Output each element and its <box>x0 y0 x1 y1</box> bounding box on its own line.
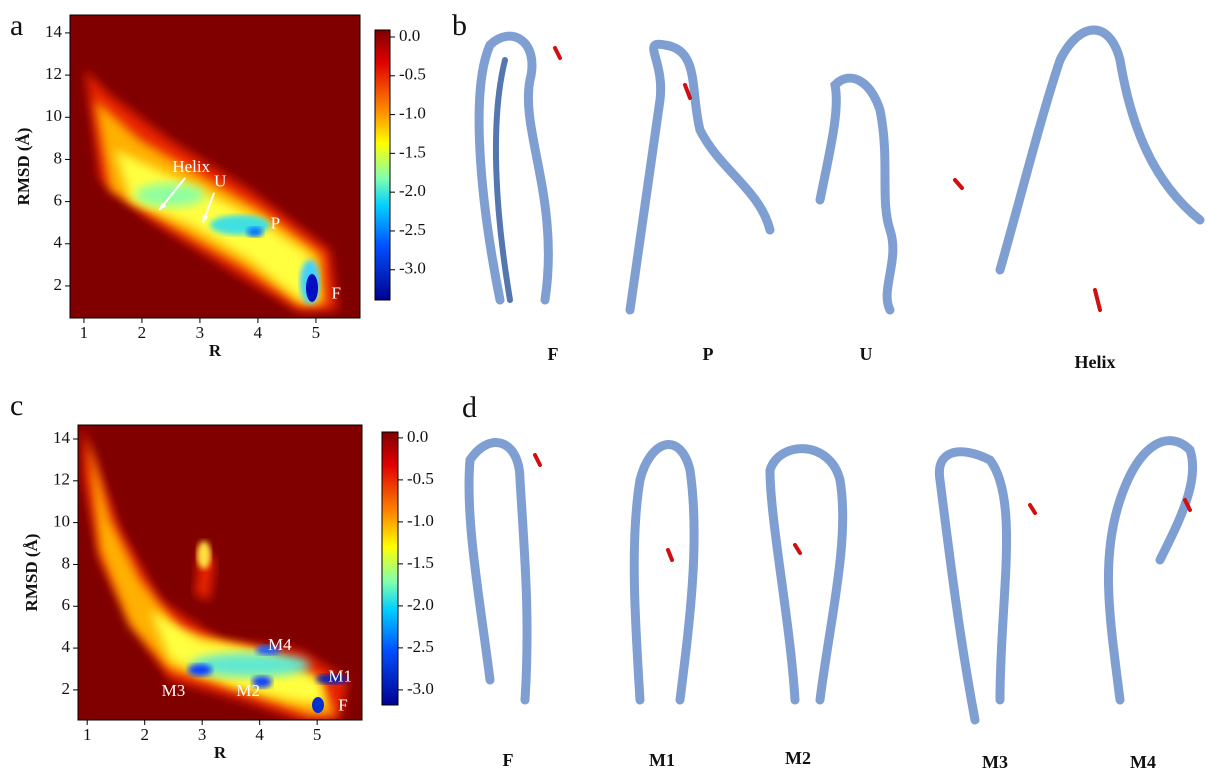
colorbar-tick-label: -2.5 <box>407 637 434 656</box>
colorbar-tick-label: -1.0 <box>407 511 434 530</box>
structure-label: U <box>860 344 873 364</box>
y-tick-label: 14 <box>45 22 63 41</box>
colorbar-tick-label: -0.5 <box>399 65 426 84</box>
colorbar-tick-label: -1.5 <box>407 553 434 572</box>
structure-illustrations <box>469 30 1200 720</box>
structure-label: Helix <box>1075 352 1116 372</box>
colorbar-tick-label: -2.5 <box>399 220 426 239</box>
annotation: P <box>271 214 280 233</box>
structure-label: F <box>548 344 559 364</box>
panel-label: d <box>462 391 477 424</box>
y-tick-label: 12 <box>45 64 62 83</box>
annotation: U <box>214 172 226 191</box>
x-axis-label: R <box>209 341 222 360</box>
x-tick-label: 4 <box>254 323 263 342</box>
colorbar-tick-label: -1.5 <box>399 142 426 161</box>
structure-label: M1 <box>649 750 675 770</box>
annotation: F <box>331 283 340 302</box>
x-axis-label: R <box>214 743 227 762</box>
annotation: F <box>338 696 347 715</box>
structure-label: M4 <box>1130 752 1156 772</box>
colorbar-tick-label: -3.0 <box>407 679 434 698</box>
colorbar-tick-label: -2.0 <box>407 595 434 614</box>
y-tick-label: 6 <box>54 191 63 210</box>
annotation: M4 <box>268 635 292 654</box>
annotation: M3 <box>162 681 186 700</box>
figure: a b c d F P U Helix F M1 M2 M3 M4 123 <box>0 0 1221 775</box>
y-tick-label: 6 <box>62 595 71 614</box>
y-axis-label: RMSD (Å) <box>22 534 41 612</box>
x-tick-label: 2 <box>140 725 149 744</box>
x-tick-label: 5 <box>312 323 321 342</box>
y-tick-label: 2 <box>62 679 71 698</box>
colorbar-tick-label: 0.0 <box>399 26 420 45</box>
panel-label: a <box>10 9 23 42</box>
x-tick-label: 5 <box>313 725 322 744</box>
colorbar-tick-label: -2.0 <box>399 181 426 200</box>
y-tick-label: 10 <box>53 512 70 531</box>
y-tick-label: 2 <box>54 275 63 294</box>
colorbar <box>382 432 398 705</box>
x-tick-label: 1 <box>80 323 89 342</box>
structure-label: F <box>503 750 514 770</box>
y-tick-label: 4 <box>54 233 63 252</box>
colorbar <box>375 30 390 300</box>
structure-label: M3 <box>982 752 1008 772</box>
x-tick-label: 4 <box>255 725 264 744</box>
y-tick-label: 12 <box>53 470 70 489</box>
annotation: M2 <box>236 681 260 700</box>
colorbar-tick-label: 0.0 <box>407 427 428 446</box>
x-tick-label: 2 <box>138 323 147 342</box>
panel-label: b <box>452 9 467 42</box>
y-tick-label: 10 <box>45 106 62 125</box>
y-tick-label: 8 <box>54 148 63 167</box>
structure-label: P <box>703 344 714 364</box>
colorbar-tick-label: -1.0 <box>399 103 426 122</box>
colorbar-tick-label: -0.5 <box>407 469 434 488</box>
structure-label: M2 <box>785 748 811 768</box>
y-axis-label: RMSD (Å) <box>14 128 33 206</box>
annotation: M1 <box>328 666 352 685</box>
x-tick-label: 3 <box>196 323 205 342</box>
x-tick-label: 1 <box>83 725 92 744</box>
colorbar-tick-label: -3.0 <box>399 259 426 278</box>
x-tick-label: 3 <box>198 725 207 744</box>
y-tick-label: 8 <box>62 553 71 572</box>
annotation: Helix <box>172 157 210 176</box>
y-tick-label: 14 <box>53 428 71 447</box>
panel-label: c <box>10 389 23 422</box>
y-tick-label: 4 <box>62 637 71 656</box>
